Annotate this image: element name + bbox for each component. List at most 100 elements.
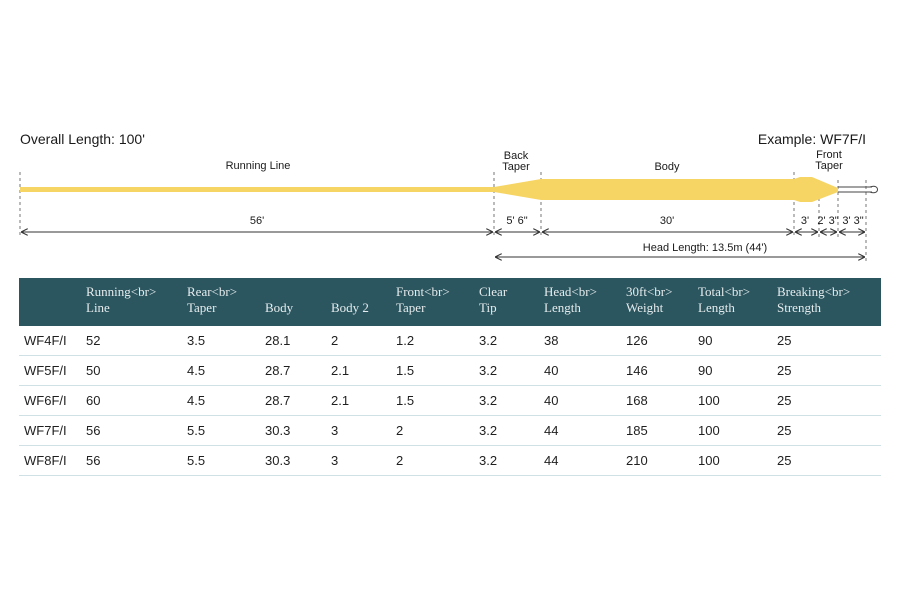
row-model-cell: WF4F/I	[19, 326, 86, 356]
table-cell: 25	[777, 415, 881, 446]
table-cell: 4.5	[187, 355, 265, 386]
column-header: Breaking<br> Strength	[777, 278, 881, 326]
table-cell: 30.3	[265, 445, 331, 476]
table-cell: 146	[626, 355, 698, 386]
table-cell: 56	[86, 445, 187, 476]
back-taper-label-line2: Taper	[502, 161, 530, 173]
column-header-line1: Clear	[479, 284, 508, 299]
column-header-line2: Line	[86, 300, 110, 315]
column-header: 30ft<br> Weight	[626, 278, 698, 326]
table-cell: 90	[698, 355, 777, 386]
table-cell: 100	[698, 445, 777, 476]
table-cell: 28.7	[265, 385, 331, 416]
fly-line-diagram: Overall Length: 100' Example: WF7F/I Run…	[19, 131, 878, 262]
column-header-line1: 30ft<br>	[626, 284, 673, 299]
dim-second: 2' 3"	[817, 215, 838, 227]
dim-front-taper: 3'	[801, 215, 809, 227]
table-cell: 100	[698, 385, 777, 416]
table-row: WF7F/I 56 5.5 30.3 3 2 3.2 44 185 100 25	[19, 415, 881, 446]
table-cell: 3.2	[479, 355, 544, 386]
table-cell: 3	[331, 445, 396, 476]
column-header: Clear Tip	[479, 278, 544, 326]
dim-body: 30'	[660, 215, 674, 227]
dim-back-taper: 5' 6"	[506, 215, 527, 227]
table-header: Running<br> Line Rear<br> Taper Body Body 2 Fr…	[19, 278, 881, 326]
table-cell: 52	[86, 326, 187, 356]
table-cell: 25	[777, 355, 881, 386]
front-taper-label-line1: Front	[816, 149, 842, 161]
table-cell: 3.2	[479, 445, 544, 476]
column-header-line2: Tip	[479, 300, 497, 315]
table-cell: 44	[544, 445, 626, 476]
column-header: Head<br> Length	[544, 278, 626, 326]
column-header-line2: Length	[698, 300, 735, 315]
fly-line-shape	[20, 177, 878, 202]
row-model-cell: WF6F/I	[19, 385, 86, 416]
table-cell: 40	[544, 355, 626, 386]
table-cell: 3	[331, 415, 396, 446]
table-cell: 4.5	[187, 385, 265, 416]
column-header: Front<br> Taper	[396, 278, 479, 326]
table-cell: 210	[626, 445, 698, 476]
table-cell: 50	[86, 355, 187, 386]
table-row: WF4F/I 52 3.5 28.1 2 1.2 3.2 38 126 90 25	[19, 326, 881, 356]
column-header: Body	[265, 278, 331, 326]
table-cell: 28.1	[265, 326, 331, 356]
table-cell: 56	[86, 415, 187, 446]
table-cell: 3.2	[479, 326, 544, 356]
table-cell: 1.5	[396, 355, 479, 386]
table-cell: 2.1	[331, 385, 396, 416]
table-row: WF6F/I 60 4.5 28.7 2.1 1.5 3.2 40 168 100 25	[19, 385, 881, 416]
table-cell: 126	[626, 326, 698, 356]
column-header-line1: Head<br>	[544, 284, 597, 299]
table-cell: 100	[698, 415, 777, 446]
running-line-label: Running Line	[226, 160, 291, 172]
table-cell: 90	[698, 326, 777, 356]
dim-third: 3' 3"	[842, 215, 863, 227]
table-cell: 38	[544, 326, 626, 356]
column-header-line2: Taper	[187, 300, 217, 315]
table-cell: 25	[777, 326, 881, 356]
column-header: Total<br> Length	[698, 278, 777, 326]
table-cell: 5.5	[187, 445, 265, 476]
column-header-line2: Body 2	[331, 300, 369, 315]
table-body: WF4F/I 52 3.5 28.1 2 1.2 3.2 38 126 90 25 WF5F/I 50 4…	[19, 326, 881, 476]
table-cell: 40	[544, 385, 626, 416]
head-length-label: Head Length: 13.5m (44')	[643, 242, 767, 254]
table-cell: 3.2	[479, 415, 544, 446]
table-cell: 44	[544, 415, 626, 446]
column-header-line2: Weight	[626, 300, 664, 315]
table-cell: 2	[331, 326, 396, 356]
dimension-lines	[21, 232, 865, 257]
row-model-cell: WF7F/I	[19, 415, 86, 446]
front-taper-label-line2: Taper	[815, 160, 843, 172]
table-cell: 25	[777, 385, 881, 416]
table-cell: 30.3	[265, 415, 331, 446]
column-header: Body 2	[331, 278, 396, 326]
column-header-line1: Rear<br>	[187, 284, 238, 299]
table-row: WF5F/I 50 4.5 28.7 2.1 1.5 3.2 40 146 90 25	[19, 355, 881, 386]
table-cell: 1.2	[396, 326, 479, 356]
column-header-line1: Running<br>	[86, 284, 157, 299]
example-label: Example: WF7F/I	[758, 131, 866, 147]
table-cell: 2	[396, 445, 479, 476]
row-model-cell: WF8F/I	[19, 445, 86, 476]
spec-table: Running<br> Line Rear<br> Taper Body Body 2 Fr…	[19, 278, 881, 476]
row-model-cell: WF5F/I	[19, 355, 86, 386]
table-cell: 28.7	[265, 355, 331, 386]
table-row: WF8F/I 56 5.5 30.3 3 2 3.2 44 210 100 25	[19, 445, 881, 476]
table-cell: 2	[396, 415, 479, 446]
column-header	[19, 278, 86, 326]
table-cell: 3.5	[187, 326, 265, 356]
table-cell: 25	[777, 445, 881, 476]
body-label: Body	[654, 161, 680, 173]
dim-running-line: 56'	[250, 215, 264, 227]
dashed-guides	[19, 172, 867, 262]
column-header-line1: Front<br>	[396, 284, 450, 299]
table-cell: 168	[626, 385, 698, 416]
table-cell: 60	[86, 385, 187, 416]
column-header-line2: Strength	[777, 300, 822, 315]
column-header-line2: Body	[265, 300, 294, 315]
overall-length-label: Overall Length: 100'	[20, 131, 145, 147]
column-header: Rear<br> Taper	[187, 278, 265, 326]
